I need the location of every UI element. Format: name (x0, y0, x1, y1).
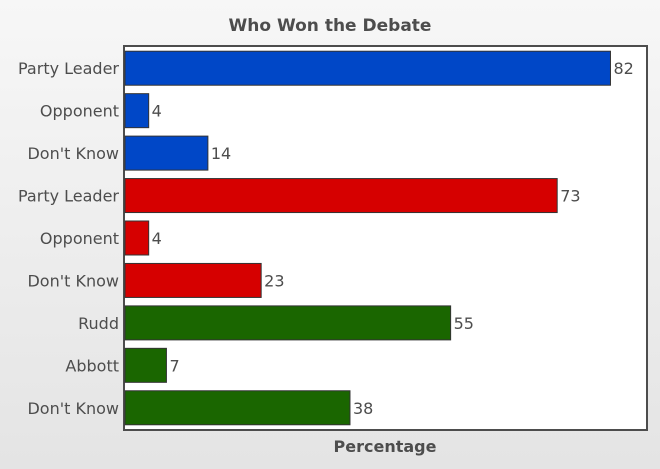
category-label: Opponent (40, 229, 119, 248)
bar (124, 178, 558, 214)
data-label: 14 (211, 144, 231, 163)
bar (124, 50, 611, 86)
bar (124, 93, 150, 129)
bar (124, 305, 452, 341)
chart-title: Who Won the Debate (229, 16, 432, 36)
bar (124, 220, 150, 256)
data-label: 7 (169, 356, 179, 375)
category-label: Abbott (65, 356, 119, 375)
bar (124, 262, 262, 298)
category-label: Party Leader (18, 187, 119, 206)
data-label: 55 (454, 314, 474, 333)
data-label: 38 (353, 399, 373, 418)
category-label: Don't Know (27, 144, 119, 163)
category-label: Don't Know (27, 271, 119, 290)
category-label: Opponent (40, 102, 119, 121)
category-label: Party Leader (18, 59, 119, 78)
bar (124, 135, 209, 171)
bars-group: Party Leader 82 Opponent 4 Don't Know 14 Party… (18, 50, 634, 426)
data-label: 4 (152, 102, 162, 121)
x-axis-label: Percentage (334, 437, 437, 456)
data-label: 4 (152, 229, 162, 248)
bar (124, 390, 351, 426)
bar (124, 347, 167, 383)
category-label: Don't Know (27, 399, 119, 418)
plot-area (123, 45, 648, 431)
data-label: 73 (560, 187, 580, 206)
category-label: Rudd (78, 314, 119, 333)
data-label: 23 (264, 271, 284, 290)
data-label: 82 (613, 59, 633, 78)
